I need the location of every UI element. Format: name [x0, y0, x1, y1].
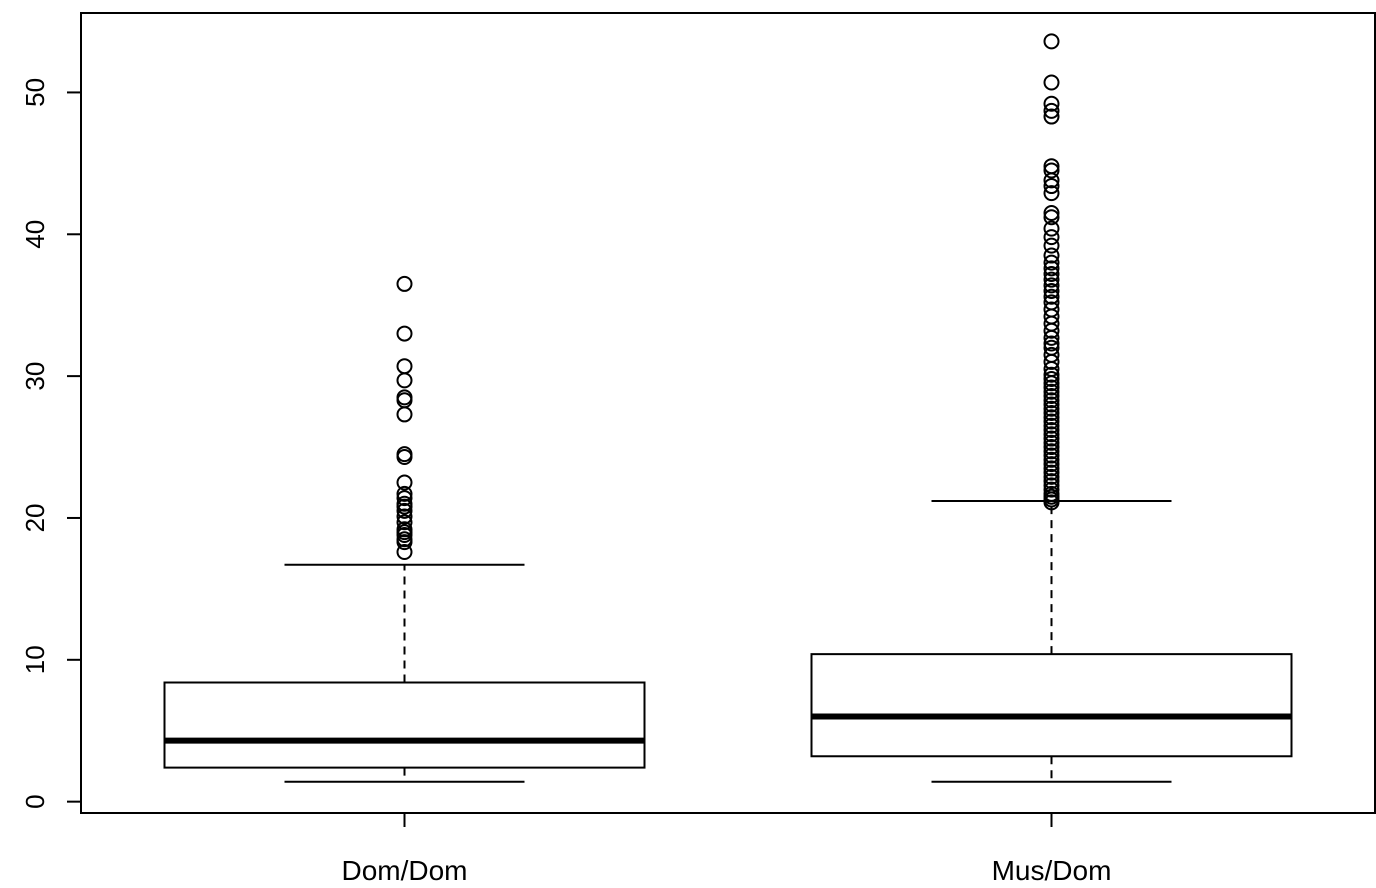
- outlier-point: [1043, 456, 1060, 473]
- outlier-point: [1043, 220, 1060, 237]
- y-tick-label: 40: [20, 220, 50, 249]
- y-axis: 0 10 20 30 40 50: [20, 78, 82, 809]
- outlier-point: [396, 521, 413, 538]
- outlier-point: [1043, 426, 1060, 443]
- outlier-point: [1043, 95, 1060, 112]
- iqr-box: [163, 681, 646, 769]
- outlier-point: [1043, 265, 1060, 282]
- outlier-point: [1043, 346, 1060, 363]
- outlier-point: [1043, 400, 1060, 417]
- outlier-point: [396, 485, 413, 502]
- outlier-point: [396, 514, 413, 531]
- outlier-point: [1043, 254, 1060, 271]
- outlier-point: [1043, 33, 1060, 50]
- box-group: [163, 275, 646, 783]
- outlier-point: [396, 406, 413, 423]
- outlier-point: [1043, 409, 1060, 426]
- outlier-point: [1043, 74, 1060, 91]
- outlier-point: [1043, 366, 1060, 383]
- outlier-point: [1043, 405, 1060, 421]
- outlier-point: [1043, 339, 1060, 356]
- outlier-point: [396, 372, 413, 389]
- outlier-point: [396, 531, 413, 548]
- outlier-point: [396, 544, 413, 561]
- outlier-point: [1043, 413, 1060, 430]
- iqr-box: [810, 653, 1293, 758]
- outlier-point: [1043, 387, 1060, 404]
- outlier-point: [1043, 102, 1060, 119]
- box-group: [810, 33, 1293, 783]
- outlier-point: [1043, 205, 1060, 221]
- y-tick-label: 30: [20, 362, 50, 391]
- outlier-point: [1043, 260, 1060, 277]
- outlier-point: [1043, 247, 1060, 264]
- outlier-point: [1043, 464, 1060, 481]
- x-category-label: Mus/Dom: [992, 855, 1112, 886]
- outlier-point: [1043, 430, 1060, 447]
- outlier-point: [1043, 443, 1060, 460]
- outlier-point: [396, 275, 413, 292]
- outlier-point: [396, 495, 413, 512]
- outlier-point: [1043, 294, 1060, 311]
- outlier-point: [1043, 209, 1060, 226]
- y-tick-label: 10: [20, 645, 50, 674]
- outlier-point: [1043, 335, 1060, 352]
- outlier-point: [396, 474, 413, 491]
- outlier-point: [1043, 451, 1060, 468]
- outlier-point: [396, 502, 413, 519]
- outlier-point: [396, 508, 413, 525]
- outlier-point: [1043, 477, 1060, 494]
- outlier-point: [1043, 485, 1060, 502]
- outlier-point: [1043, 288, 1060, 305]
- outlier-point: [1043, 434, 1060, 451]
- outlier-point: [1043, 481, 1060, 498]
- outlier-point: [1043, 468, 1060, 485]
- outlier-point: [1043, 277, 1060, 294]
- outlier-point: [1043, 447, 1060, 464]
- outlier-point: [1043, 237, 1060, 254]
- x-axis: Dom/Dom Mus/Dom: [341, 813, 1111, 886]
- outlier-point: [1043, 108, 1060, 125]
- outlier-point: [1043, 162, 1060, 179]
- outlier-point: [1043, 422, 1060, 439]
- outlier-point: [396, 490, 413, 507]
- outlier-point: [1043, 283, 1060, 300]
- y-tick-label: 50: [20, 78, 50, 107]
- outlier-point: [1043, 473, 1060, 490]
- outlier-point: [1043, 185, 1060, 202]
- outlier-point: [396, 446, 413, 463]
- boxes-layer: [163, 33, 1293, 783]
- outlier-point: [1043, 396, 1060, 413]
- outlier-point: [1043, 158, 1060, 175]
- outlier-point: [396, 325, 413, 342]
- y-tick-label: 20: [20, 504, 50, 533]
- outlier-point: [1043, 383, 1060, 400]
- outlier-point: [1043, 417, 1060, 434]
- outlier-point: [1043, 392, 1060, 409]
- outlier-point: [1043, 229, 1060, 246]
- outlier-point: [1043, 178, 1060, 195]
- outlier-point: [396, 358, 413, 375]
- outlier-point: [1043, 460, 1060, 477]
- outlier-point: [1043, 439, 1060, 456]
- outlier-point: [396, 389, 413, 406]
- x-category-label: Dom/Dom: [341, 855, 467, 886]
- y-tick-label: 0: [20, 794, 50, 808]
- outlier-point: [1043, 370, 1060, 387]
- outlier-point: [1043, 301, 1060, 318]
- outlier-point: [1043, 379, 1060, 396]
- outlier-point: [1043, 271, 1060, 288]
